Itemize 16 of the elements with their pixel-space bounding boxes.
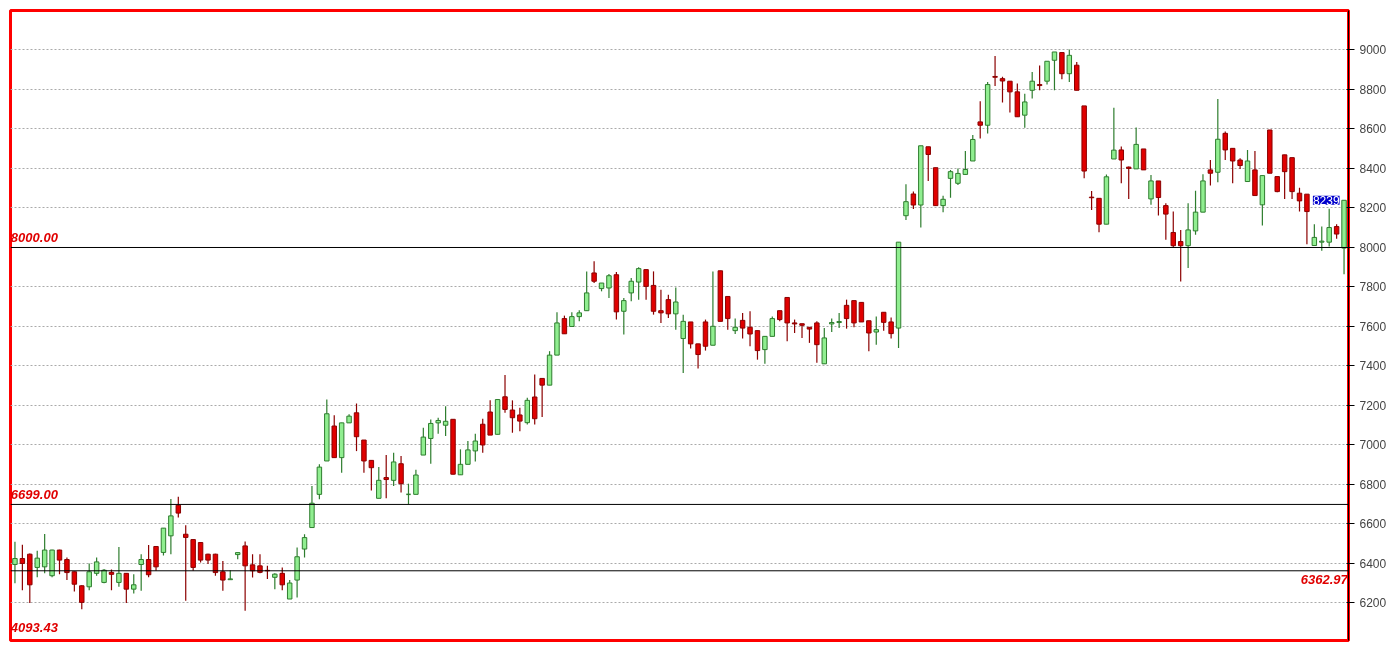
y-tick-label: 7800 [1359, 280, 1387, 295]
y-tick-label: 8400 [1359, 161, 1387, 176]
y-tick-label: 7200 [1359, 398, 1387, 413]
y-tick-label: 8200 [1359, 201, 1387, 216]
y-tick-label: 6200 [1359, 596, 1387, 611]
y-tick-label: 6600 [1359, 517, 1387, 532]
annotation: 8239 [1312, 193, 1340, 208]
y-tick-label: 8800 [1359, 83, 1387, 97]
y-tick-label: 7600 [1359, 319, 1387, 334]
y-tick-label: 7000 [1359, 438, 1387, 453]
y-tick-label: 7400 [1359, 359, 1387, 374]
y-tick-label: 6400 [1359, 556, 1387, 571]
y-tick-label: 9000 [1359, 43, 1387, 58]
y-tick-label: 6800 [1359, 477, 1387, 492]
y-tick-label: 8600 [1359, 122, 1387, 137]
y-tick-label: 8000 [1359, 240, 1387, 255]
